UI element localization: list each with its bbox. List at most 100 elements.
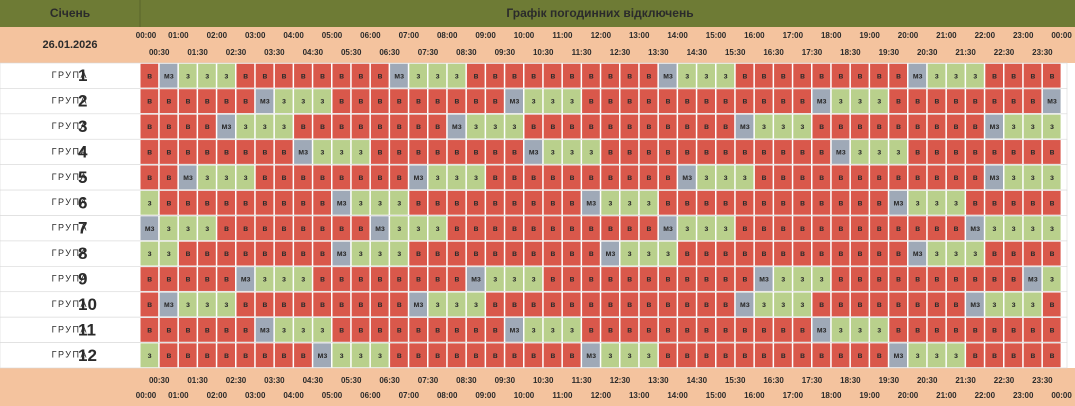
cell	[582, 114, 600, 139]
cell	[466, 317, 485, 342]
cell	[198, 241, 216, 266]
cell-label: в	[1050, 325, 1055, 334]
cell	[889, 140, 907, 164]
cell-label: в	[474, 198, 479, 207]
cell	[428, 190, 447, 215]
cell-label: в	[416, 351, 421, 360]
cell	[140, 165, 159, 190]
cell-label: в	[224, 275, 229, 284]
cell-label: в	[570, 351, 575, 360]
cell	[870, 140, 888, 164]
cell	[1042, 89, 1061, 114]
cell-label: в	[493, 173, 498, 182]
cell-label: мз	[260, 325, 270, 334]
cell	[217, 114, 235, 139]
cell-label: з	[781, 275, 785, 284]
cell-label: в	[358, 300, 363, 309]
cell	[332, 241, 351, 266]
cell-label: з	[820, 275, 824, 284]
half-hour-label: 03:30	[264, 376, 285, 385]
cell-label: в	[397, 148, 402, 157]
cell-label: в	[646, 122, 651, 131]
cell	[678, 114, 696, 139]
cell-label: в	[800, 325, 805, 334]
date: 26.01.2026	[42, 39, 97, 51]
cell	[966, 165, 984, 190]
cell	[370, 190, 389, 215]
cell-label: в	[666, 97, 671, 106]
cell	[966, 343, 984, 368]
cell	[831, 114, 850, 139]
cell	[620, 63, 639, 88]
hour-label: 09:00	[475, 391, 496, 400]
cell-label: в	[1011, 249, 1016, 258]
hour-label: 23:00	[1013, 31, 1034, 40]
cell	[351, 190, 370, 215]
cell-label: в	[224, 325, 229, 334]
cell-label: в	[205, 122, 210, 131]
cell	[985, 267, 1003, 291]
cell-label: з	[359, 249, 363, 258]
cell-label: в	[589, 325, 594, 334]
cell	[1042, 317, 1061, 342]
cell-label: в	[800, 249, 805, 258]
hour-label: 05:00	[322, 31, 343, 40]
hour-label: 23:00	[1013, 391, 1034, 400]
cell-label: в	[973, 122, 978, 131]
cell	[908, 267, 927, 291]
cell	[505, 63, 523, 88]
group-label: ГРУПА	[52, 172, 88, 182]
cell-label: з	[340, 351, 344, 360]
cell-label: з	[1012, 300, 1016, 309]
cell	[1004, 140, 1023, 164]
group-label: ГРУПА	[52, 299, 88, 309]
cell	[850, 292, 869, 317]
cell-label: в	[224, 148, 229, 157]
cell-label: в	[896, 300, 901, 309]
cell	[966, 89, 984, 114]
cell	[236, 165, 255, 190]
cell-label: мз	[164, 300, 174, 309]
cell-label: в	[186, 148, 191, 157]
cell-label: в	[973, 198, 978, 207]
cell-label: в	[992, 97, 997, 106]
cell	[985, 140, 1003, 164]
cell-label: в	[243, 198, 248, 207]
cell	[582, 343, 600, 368]
cell	[217, 267, 235, 291]
cell	[812, 63, 831, 88]
cell-label: мз	[241, 275, 251, 284]
cell-label: в	[819, 71, 824, 80]
cell	[1023, 216, 1042, 241]
cell	[735, 89, 754, 114]
cell	[658, 343, 677, 368]
cell-label: в	[320, 275, 325, 284]
cell	[274, 241, 293, 266]
cell-label: в	[685, 97, 690, 106]
cell-label: в	[685, 351, 690, 360]
cell	[447, 63, 466, 88]
cell	[274, 343, 293, 368]
cell-label: в	[378, 325, 383, 334]
cell	[140, 241, 159, 266]
cell-label: в	[570, 300, 575, 309]
cell-label: в	[608, 71, 613, 80]
cell	[447, 165, 466, 190]
group-number: 4	[78, 142, 88, 161]
cell	[294, 343, 312, 368]
cell	[1023, 241, 1042, 266]
cell-label: з	[916, 351, 920, 360]
cell-label: в	[550, 122, 555, 131]
cell	[351, 165, 370, 190]
cell-label: в	[877, 351, 882, 360]
cell	[178, 114, 197, 139]
cell	[889, 165, 907, 190]
cell	[390, 190, 408, 215]
cell	[966, 216, 984, 241]
cell-label: в	[531, 249, 536, 258]
cell-label: в	[589, 122, 594, 131]
cell-label: в	[992, 325, 997, 334]
cell	[466, 241, 485, 266]
cell	[543, 317, 562, 342]
cell	[409, 114, 427, 139]
